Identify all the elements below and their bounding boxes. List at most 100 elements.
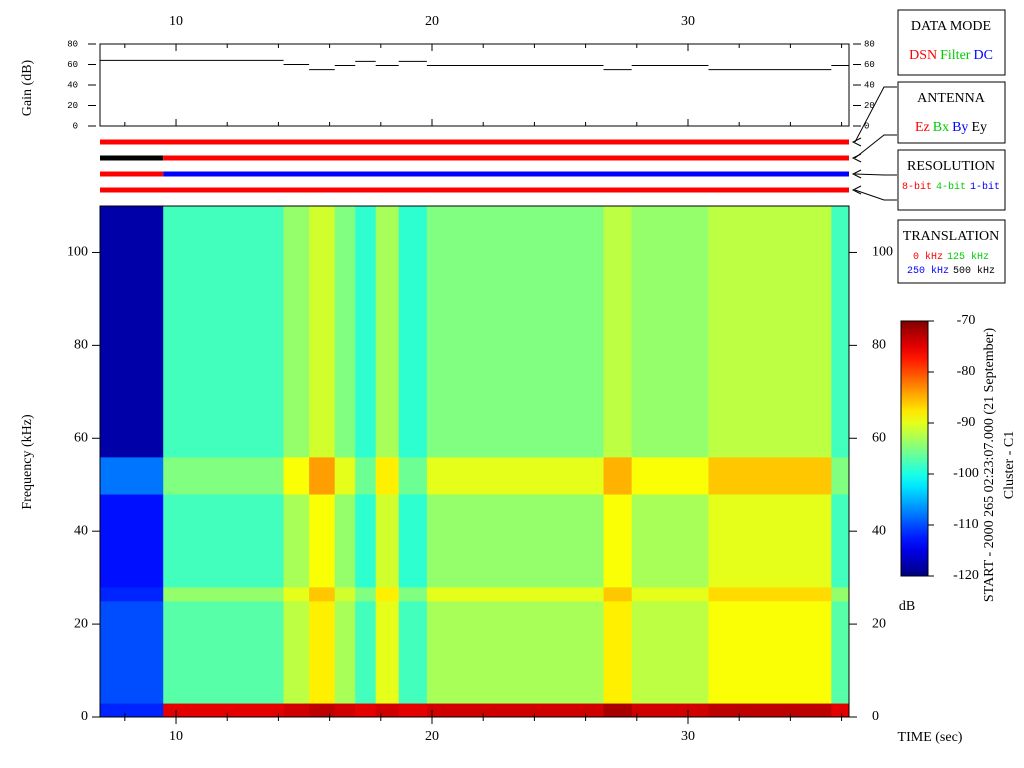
y-tick-label: 60: [74, 430, 88, 445]
heatmap-cell: [831, 586, 850, 602]
legend-line: 0 kHz 125 kHz: [913, 251, 989, 263]
heatmap-cell: [100, 206, 164, 458]
legend-title: DATA MODE: [911, 19, 991, 34]
legend-item: DSN: [909, 48, 937, 63]
legend-box: [897, 9, 1006, 76]
heatmap-cell: [831, 456, 850, 495]
legend-box: [897, 219, 1006, 284]
status-bar: [163, 155, 849, 161]
arrow-head: [851, 185, 862, 195]
legend-line: DSN Filter DC: [909, 48, 993, 63]
heatmap-cell: [283, 600, 310, 704]
heatmap-cell: [163, 586, 285, 602]
heatmap-cell: [100, 456, 164, 495]
heatmap-cell: [334, 494, 356, 588]
heatmap-cell: [355, 703, 377, 718]
start-label: START - 2000 265 02:23:07.000 (21 Septem…: [982, 328, 997, 603]
heatmap-cell: [603, 206, 633, 458]
legend-item: 1-bit: [970, 181, 1000, 193]
heatmap-cell: [283, 703, 310, 718]
y-tick-label: 100: [872, 245, 893, 260]
heatmap-cell: [309, 703, 336, 718]
heatmap-cell: [426, 456, 605, 495]
legend-line: 8-bit 4-bit 1-bit: [902, 181, 1000, 193]
heatmap-cell: [631, 206, 709, 458]
y-tick-label: 20: [67, 101, 78, 111]
y-tick-label: 20: [74, 616, 88, 631]
x-tick-label: 20: [425, 14, 439, 29]
heatmap-cell: [831, 494, 850, 588]
y-tick-label: 20: [872, 616, 886, 631]
y-tick-label: 80: [872, 338, 886, 353]
heatmap-cell: [603, 494, 633, 588]
legend-item: Filter: [940, 48, 971, 63]
heatmap-cell: [100, 703, 164, 718]
colorbar-label: dB: [899, 599, 915, 614]
y-axis-label: Frequency (kHz): [20, 414, 35, 510]
heatmap-cell: [708, 494, 832, 588]
heatmap-cell: [334, 703, 356, 718]
y-tick-label: 60: [864, 60, 875, 70]
heatmap-cell: [375, 206, 400, 458]
heatmap-cell: [309, 494, 336, 588]
heatmap-cell: [375, 456, 400, 495]
heatmap-cell: [334, 600, 356, 704]
legend-item: 4-bit: [936, 181, 966, 193]
y-tick-label: 0: [864, 121, 869, 131]
y-tick-label: 20: [864, 101, 875, 111]
heatmap-cell: [426, 586, 605, 602]
legend-item: Bx: [933, 120, 949, 135]
heatmap-cell: [355, 600, 377, 704]
legend-item: DC: [973, 48, 992, 63]
heatmap-cell: [631, 586, 709, 602]
y-tick-label: 40: [872, 523, 886, 538]
heatmap-cell: [631, 456, 709, 495]
heatmap-cell: [163, 600, 285, 704]
heatmap-cell: [163, 206, 285, 458]
legend-title: TRANSLATION: [903, 229, 999, 244]
heatmap-cell: [375, 586, 400, 602]
connector: [854, 134, 897, 159]
arrow-head: [851, 153, 862, 163]
heatmap-cell: [603, 600, 633, 704]
heatmap-cell: [426, 206, 605, 458]
heatmap-cell: [283, 586, 310, 602]
heatmap-cell: [100, 586, 164, 602]
heatmap-cell: [708, 456, 832, 495]
heatmap-cell: [398, 456, 428, 495]
y-tick-label: 0: [73, 121, 78, 131]
heatmap-cell: [708, 600, 832, 704]
heatmap-cell: [309, 600, 336, 704]
heatmap-cell: [375, 494, 400, 588]
colorbar-tick-label: -120: [953, 568, 979, 583]
heatmap-cell: [355, 206, 377, 458]
legend-line: 250 kHz 500 kHz: [907, 265, 995, 277]
heatmap-cell: [631, 494, 709, 588]
heatmap-cell: [375, 703, 400, 718]
heatmap-cell: [398, 703, 428, 718]
legend-box: [897, 149, 1006, 211]
arrow-head: [851, 169, 862, 179]
heatmap-cell: [603, 456, 633, 495]
y-tick-label: 0: [81, 709, 88, 724]
heatmap-cell: [309, 586, 336, 602]
x-tick-label: 10: [169, 729, 183, 744]
legend-item: 250 kHz: [907, 265, 949, 277]
status-bar: [100, 171, 164, 177]
colorbar: [900, 320, 929, 577]
x-tick-label: 20: [425, 729, 439, 744]
heatmap-cell: [355, 494, 377, 588]
y-tick-label: 40: [74, 523, 88, 538]
heatmap-cell: [831, 206, 850, 458]
heatmap-cell: [631, 600, 709, 704]
y-tick-label: 80: [864, 39, 875, 49]
heatmap-cell: [163, 456, 285, 495]
heatmap-cell: [163, 494, 285, 588]
colorbar-tick-label: -110: [953, 517, 978, 532]
heatmap-cell: [355, 586, 377, 602]
heatmap-cell: [283, 456, 310, 495]
y-tick-label: 40: [864, 80, 875, 90]
heatmap-cell: [631, 703, 709, 718]
y-tick-label: 100: [67, 245, 88, 260]
